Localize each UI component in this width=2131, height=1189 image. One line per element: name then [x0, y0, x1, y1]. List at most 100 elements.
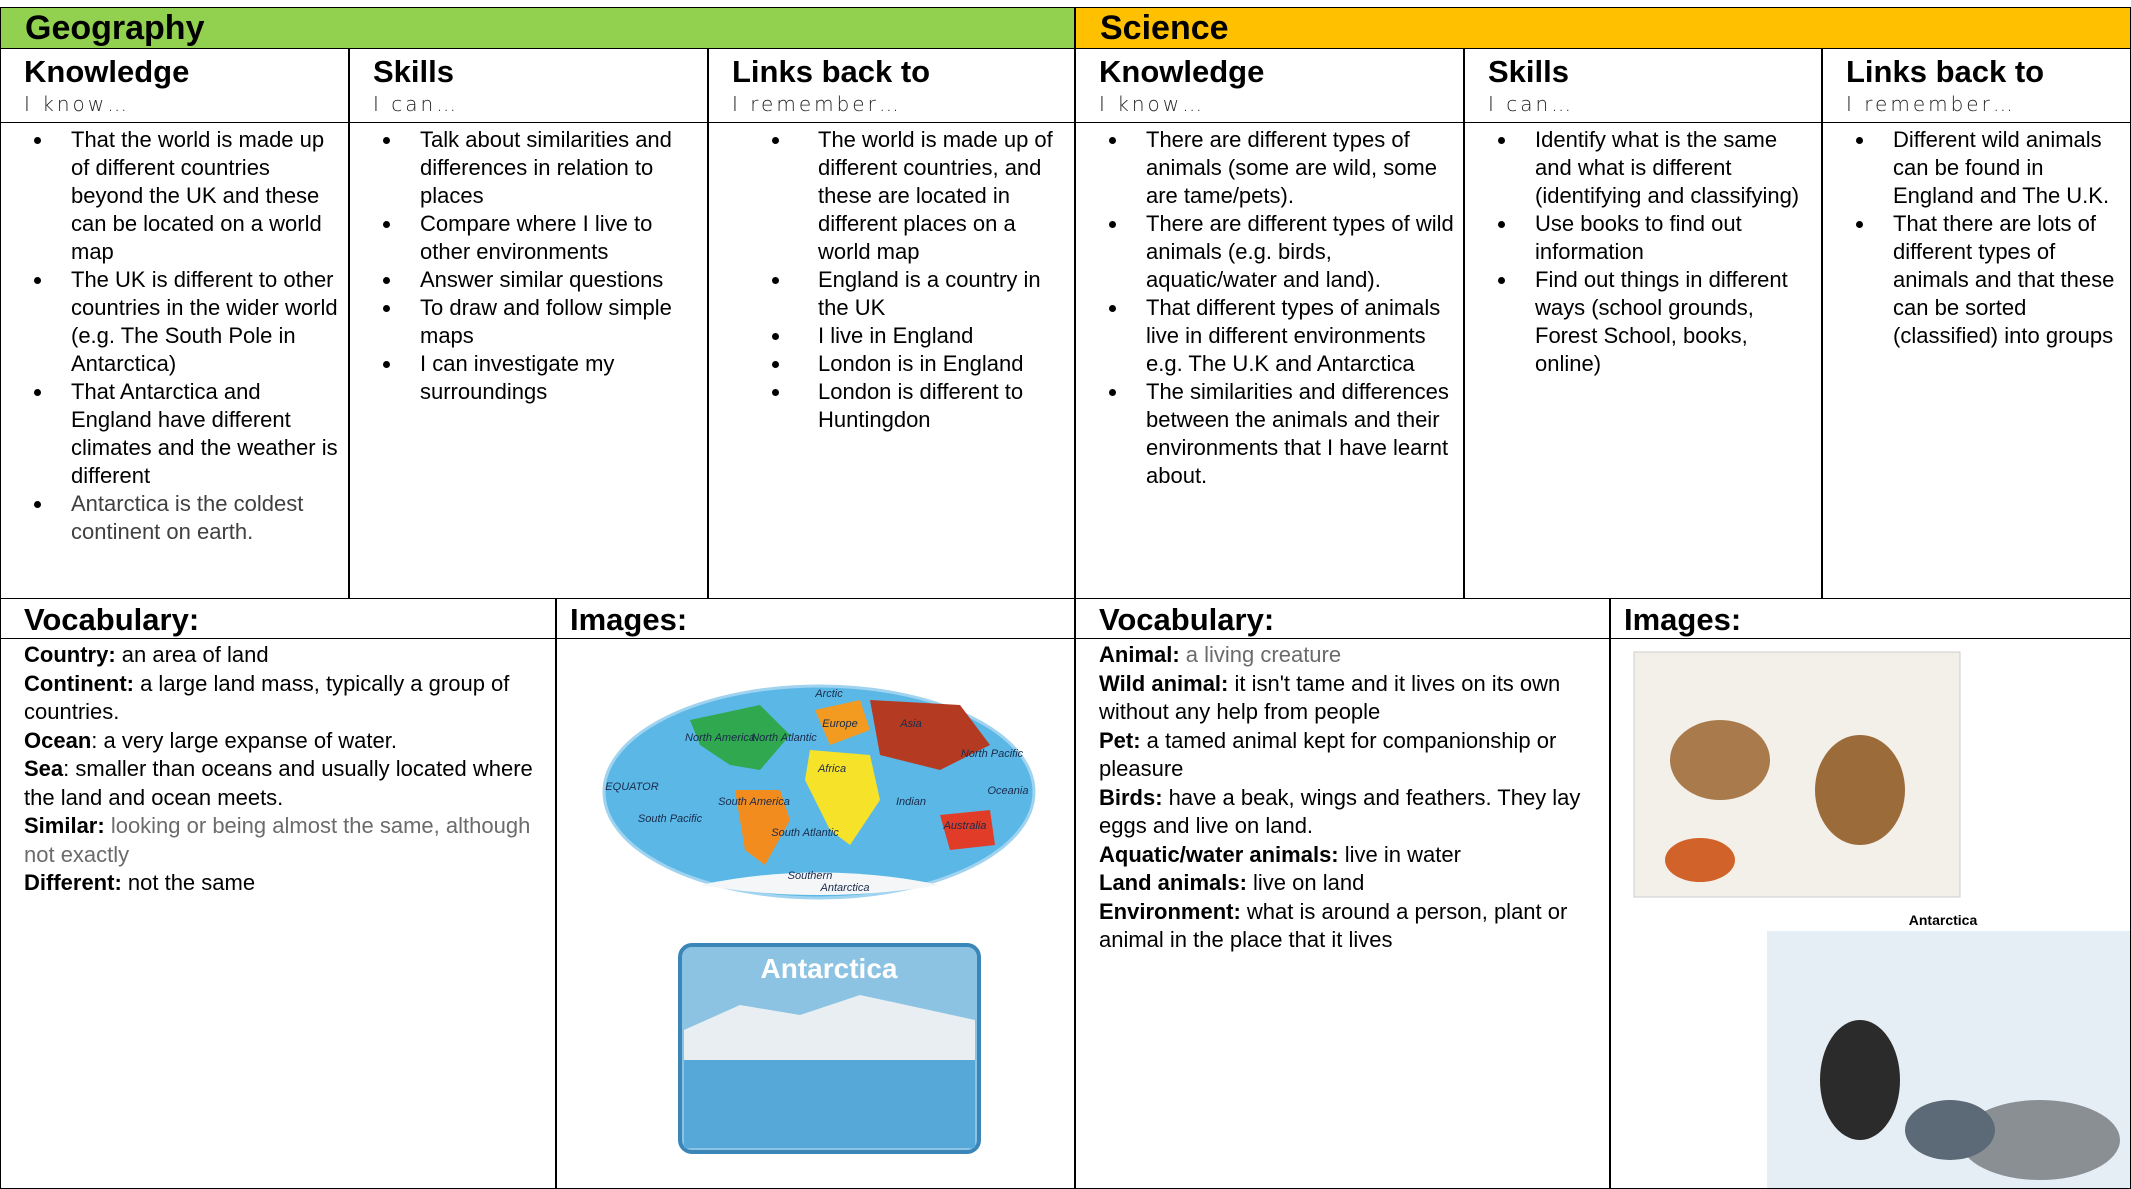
definition: live in water	[1338, 841, 1461, 867]
map-label: Australia	[943, 820, 987, 832]
term: Pet:	[1099, 727, 1141, 753]
divider	[1464, 122, 1822, 123]
vocabulary-entry: Land animals: live on land	[1099, 869, 1600, 898]
bullet-item: There are different types of animals (so…	[1109, 126, 1458, 210]
continent	[870, 700, 990, 770]
term: Animal:	[1099, 642, 1180, 667]
vocabulary-entry: Country: an area of land	[24, 641, 546, 670]
bullet	[772, 389, 779, 396]
list: Identify what is the same and what is di…	[1498, 126, 1816, 378]
continent	[805, 750, 880, 845]
bullet	[1109, 221, 1116, 228]
list: There are different types of animals (so…	[1109, 126, 1458, 490]
bullet	[383, 221, 390, 228]
images-heading: Images:	[1624, 602, 1742, 637]
bullet-item: Find out things in different ways (schoo…	[1498, 266, 1816, 378]
vocabulary-list: Animal: a living creature Wild animal: it…	[1099, 641, 1600, 955]
bullet-item: Talk about similarities and differences …	[383, 126, 702, 210]
term: Country:	[24, 642, 116, 667]
list: Different wild animals can be found in E…	[1856, 126, 2125, 350]
map-label: Oceania	[988, 785, 1029, 797]
continent	[940, 810, 995, 850]
bullet	[1498, 221, 1505, 228]
continent	[735, 790, 790, 865]
map-label: South Atlantic	[771, 827, 839, 839]
definition: a living creature	[1179, 642, 1342, 667]
definition: an area of land	[115, 642, 269, 667]
bullet	[1856, 221, 1863, 228]
bullet-item: There are different types of wild animal…	[1109, 210, 1458, 294]
continent	[690, 705, 790, 770]
term: Birds:	[1099, 784, 1163, 810]
animal	[1815, 735, 1905, 845]
map-label: Southern	[788, 870, 833, 882]
definition: not the same	[121, 870, 256, 895]
map-label: Antarctica	[820, 882, 870, 894]
bullet-item: I live in England	[772, 322, 1069, 350]
list: Talk about similarities and differences …	[383, 126, 702, 406]
subject-header: Geography	[0, 7, 1075, 49]
definition: have a beak, wings and feathers. They la…	[1099, 784, 1581, 839]
bullet-item: London is in England	[772, 350, 1069, 378]
column-heading: Skills	[373, 54, 454, 89]
column-prompt: I remember…	[732, 92, 902, 116]
bullet	[1498, 137, 1505, 144]
bullet	[772, 361, 779, 368]
vocabulary-entry: Animal: a living creature	[1099, 641, 1600, 670]
bullet	[34, 137, 41, 144]
bullet-list: The world is made up of different countr…	[772, 126, 1069, 434]
map-label: Arctic	[814, 688, 843, 700]
definition: a tamed animal kept for companionship or…	[1099, 727, 1557, 782]
bullet-item: England is a country in the UK	[772, 266, 1069, 322]
definition: : a very large expanse of water.	[91, 727, 397, 753]
vocabulary-entry: Continent: a large land mass, typically …	[24, 670, 546, 727]
bullet-item: Antarctica is the coldest continent on e…	[34, 490, 343, 546]
column-heading: Links back to	[1846, 54, 2045, 89]
bullet-item: The similarities and differences between…	[1109, 378, 1458, 490]
bullet-item: I can investigate my surroundings	[383, 350, 702, 406]
bullet	[383, 137, 390, 144]
divider	[1075, 638, 2131, 639]
continent	[700, 872, 940, 895]
vocabulary-entry: Pet: a tamed animal kept for companionsh…	[1099, 727, 1600, 784]
list: The world is made up of different countr…	[772, 126, 1069, 434]
term: Aquatic/water animals:	[1099, 841, 1339, 867]
map-label: Asia	[899, 718, 921, 730]
bullet-item: Answer similar questions	[383, 266, 702, 294]
photo-title: Antarctica	[761, 953, 898, 984]
map-label: South America	[718, 796, 790, 808]
animal	[1665, 838, 1735, 882]
bullet-item: That Antarctica and England have differe…	[34, 378, 343, 490]
bullet-item: Use books to find out information	[1498, 210, 1816, 266]
column-prompt: I know…	[24, 92, 131, 116]
bullet-item: That different types of animals live in …	[1109, 294, 1458, 378]
term: Sea	[24, 756, 64, 781]
bullet	[1109, 389, 1116, 396]
bullet-list: Talk about similarities and differences …	[383, 126, 702, 406]
map-label: North Pacific	[961, 748, 1024, 760]
map-label: Europe	[822, 718, 857, 730]
bullet	[383, 361, 390, 368]
vocabulary-entry: Wild animal: it isn't tame and it lives …	[1099, 670, 1600, 727]
term: Environment:	[1099, 898, 1241, 924]
images-heading: Images:	[570, 602, 688, 637]
column-prompt: I remember…	[1846, 92, 2016, 116]
bullet	[772, 137, 779, 144]
vocabulary-heading: Vocabulary:	[1099, 602, 1275, 637]
column-prompt: I can…	[1488, 92, 1575, 116]
column-heading: Links back to	[732, 54, 931, 89]
vocabulary-entry: Sea: smaller than oceans and usually loc…	[24, 755, 546, 812]
vocabulary-list: Country: an area of land Continent: a lar…	[24, 641, 546, 898]
images-cell	[1610, 598, 2131, 1189]
vocabulary-entry: Different: not the same	[24, 869, 546, 898]
definition: live on land	[1246, 870, 1365, 895]
column-prompt: I know…	[1099, 92, 1206, 116]
glacier	[684, 995, 975, 1060]
bullet-item: To draw and follow simple maps	[383, 294, 702, 350]
animal	[1820, 1020, 1900, 1140]
map-label: North Atlantic	[751, 732, 817, 744]
term: Similar:	[24, 813, 105, 838]
bullet-list: Different wild animals can be found in E…	[1856, 126, 2125, 350]
